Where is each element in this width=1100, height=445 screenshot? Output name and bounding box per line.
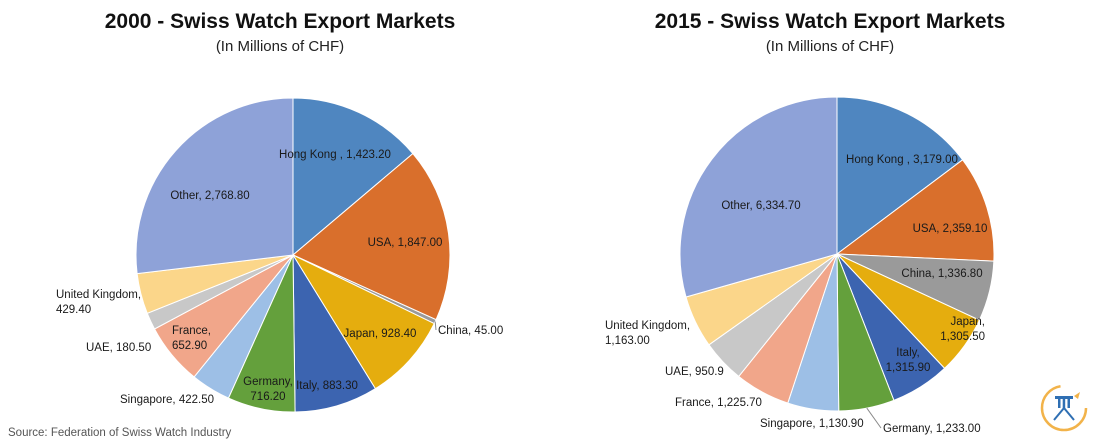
compass-logo-icon: [1040, 384, 1088, 432]
chart-subtitle: (In Millions of CHF): [765, 38, 895, 55]
data-label-china: China, 1,336.80: [901, 268, 982, 280]
pie-chart-2000: Hong Kong , 1,423.20 USA, 1,847.00 China, …: [56, 97, 503, 413]
data-label-singapore: Singapore, 1,130.90: [760, 418, 864, 430]
pie-slice-other: [679, 96, 838, 298]
leader-line-germany: [866, 407, 882, 429]
data-label-uae: UAE, 180.50: [86, 342, 151, 354]
pie-slice-usa: [292, 152, 451, 321]
chart-title: 2015 - Swiss Watch Export Markets: [654, 10, 1006, 33]
data-label-japan: Japan, 928.40: [344, 328, 417, 340]
chart-subtitle: (In Millions of CHF): [215, 38, 345, 55]
chart-2000: 2000 - Swiss Watch Export Markets (In Mi…: [56, 10, 503, 413]
data-label-hong-kong: Hong Kong , 1,423.20: [279, 149, 391, 161]
chart-2015: 2015 - Swiss Watch Export Markets (In Mi…: [560, 0, 1100, 445]
data-label-uae: UAE, 950.9: [665, 366, 724, 378]
data-label-singapore: Singapore, 422.50: [120, 394, 214, 406]
data-label-usa: USA, 2,359.10: [913, 223, 988, 235]
pie-slice-other: [135, 97, 294, 275]
pie-chart-2015: Hong Kong , 3,179.00 USA, 2,359.10 China, …: [605, 96, 995, 435]
data-label-united-kingdom: United Kingdom, 429.40: [56, 289, 141, 316]
source-note: Source: Federation of Swiss Watch Indust…: [8, 427, 232, 439]
data-label-usa: USA, 1,847.00: [368, 237, 443, 249]
chart-title: 2000 - Swiss Watch Export Markets: [104, 10, 456, 33]
data-label-china: China, 45.00: [438, 325, 503, 337]
data-label-japan: Japan, 1,305.50: [940, 316, 985, 343]
pie-slice-italy: [292, 253, 377, 413]
data-label-france: France, 1,225.70: [675, 397, 762, 409]
data-label-hong-kong: Hong Kong , 3,179.00: [846, 154, 958, 166]
pie-slice-hong-kong: [836, 96, 964, 255]
pie-slice-hong-kong: [292, 97, 414, 257]
data-label-united-kingdom: United Kingdom, 1,163.00: [605, 320, 690, 347]
pie-slice-japan: [291, 253, 435, 390]
data-label-germany: Germany, 1,233.00: [883, 423, 981, 435]
data-label-other: Other, 2,768.80: [170, 190, 249, 202]
leader-line-china: [434, 321, 437, 331]
data-label-germany: Germany, 716.20: [243, 376, 293, 403]
data-label-italy: Italy, 883.30: [296, 380, 358, 392]
data-label-other: Other, 6,334.70: [721, 200, 800, 212]
data-label-italy: Italy, 1,315.90: [886, 347, 931, 374]
pie-slice-usa: [835, 159, 995, 262]
data-label-france: France, 652.90: [172, 325, 211, 352]
